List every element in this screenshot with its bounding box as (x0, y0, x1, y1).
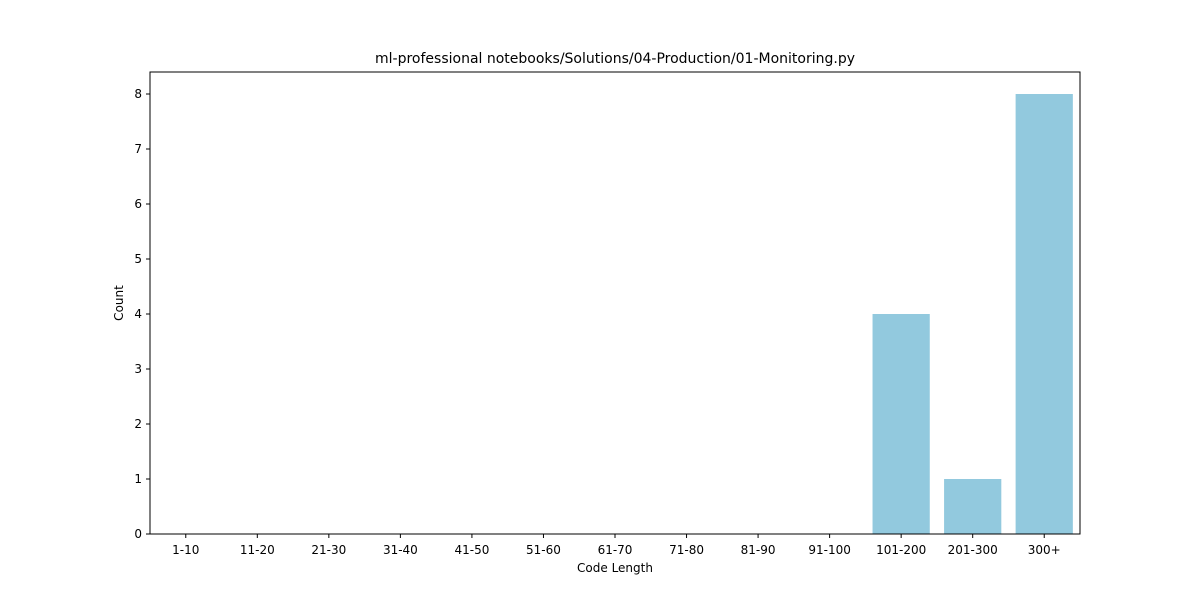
y-tick-label: 1 (134, 472, 142, 486)
x-tick-label: 21-30 (311, 543, 346, 557)
bar-300+ (1015, 94, 1073, 534)
y-axis-ticks: 0 1 2 3 4 5 6 7 8 (134, 87, 150, 541)
x-tick-label: 11-20 (240, 543, 275, 557)
y-tick-label: 7 (134, 142, 142, 156)
plot-frame (149, 71, 1081, 535)
chart-title: ml-professional notebooks/Solutions/04-P… (375, 51, 855, 67)
y-tick-label: 3 (134, 362, 142, 376)
y-tick-label: 2 (134, 417, 142, 431)
x-tick-label: 101-200 (876, 543, 926, 557)
y-tick-label: 0 (134, 527, 142, 541)
x-tick-label: 71-80 (669, 543, 704, 557)
x-tick-label: 81-90 (741, 543, 776, 557)
bar-group (872, 94, 1073, 534)
x-tick-label: 1-10 (172, 543, 199, 557)
x-tick-label: 51-60 (526, 543, 561, 557)
x-tick-label: 41-50 (454, 543, 489, 557)
y-tick-label: 4 (134, 307, 142, 321)
y-tick-label: 6 (134, 197, 142, 211)
x-tick-label: 201-300 (948, 543, 998, 557)
y-tick-label: 5 (134, 252, 142, 266)
x-axis-ticks: 1-10 11-20 21-30 31-40 41-50 51-60 61-70 71-80 8… (172, 534, 1061, 557)
bar-101-200 (872, 314, 930, 534)
bar-201-300 (944, 479, 1002, 534)
x-tick-label: 61-70 (598, 543, 633, 557)
x-tick-label: 300+ (1028, 543, 1061, 557)
x-tick-label: 31-40 (383, 543, 418, 557)
y-tick-label: 8 (134, 87, 142, 101)
x-axis-title: Code Length (577, 561, 653, 575)
y-axis-title: Count (112, 285, 126, 321)
x-tick-label: 91-100 (808, 543, 851, 557)
